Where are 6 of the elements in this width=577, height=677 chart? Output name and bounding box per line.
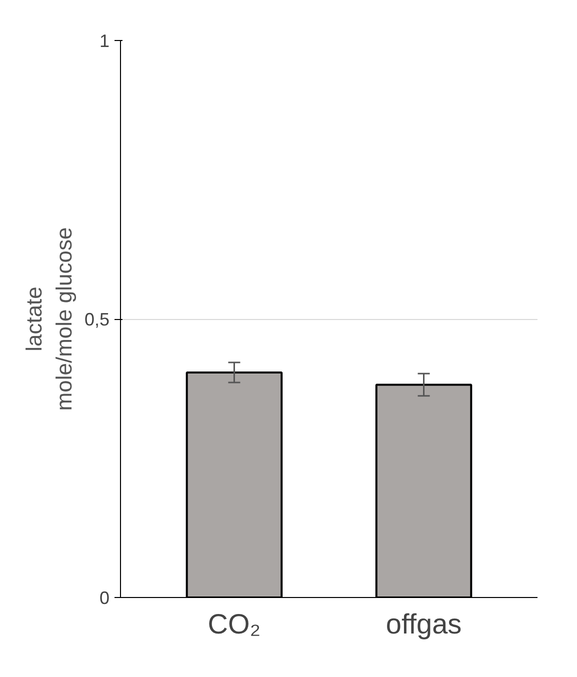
x-tick-label: offgas bbox=[386, 608, 462, 640]
y-tick-label: 1 bbox=[99, 31, 110, 51]
y-axis-title: lactate mole/mole glucose bbox=[21, 227, 76, 411]
x-tick-label: CO₂ bbox=[208, 608, 261, 640]
y-tick-label: 0,5 bbox=[84, 310, 110, 330]
y-tick-label: 0 bbox=[99, 588, 110, 608]
